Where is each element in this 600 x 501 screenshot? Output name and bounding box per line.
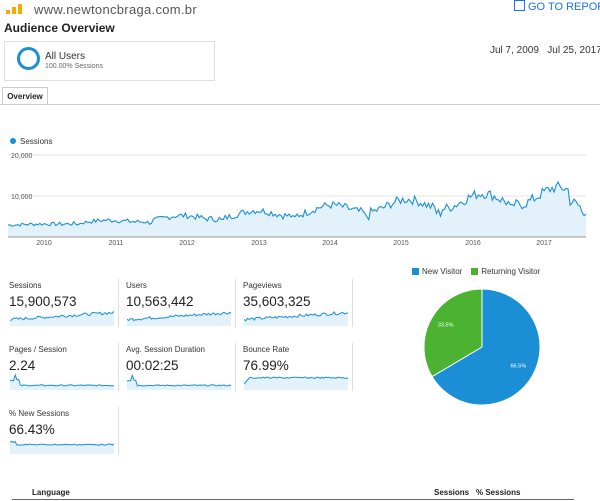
metric-divider	[352, 279, 353, 327]
legend-returning-visitor[interactable]: Returning Visitor	[471, 267, 540, 276]
sparkline-pageviews	[244, 311, 348, 326]
sparkline-new-sessions	[10, 440, 114, 454]
pie-label-returning-visitor: 33.5%	[438, 322, 454, 328]
pie-slice-returning-visitor[interactable]	[423, 288, 483, 378]
date-end: Jul 25, 2017	[547, 45, 600, 56]
sparkline-avg-session-duration	[127, 373, 231, 390]
legend-new-visitor[interactable]: New Visitor	[412, 267, 462, 276]
tab-overview[interactable]: Overview	[2, 87, 48, 105]
metric-value: 35,603,325	[243, 294, 311, 309]
metric-sessions[interactable]: Sessions 15,900,573	[9, 281, 77, 309]
sessions-legend: Sessions	[10, 137, 52, 146]
column-header-pct-sessions[interactable]: % Sessions	[476, 488, 521, 497]
metric-label: Bounce Rate	[243, 345, 290, 354]
legend-label: New Visitor	[422, 267, 463, 276]
legend-swatch-icon	[412, 268, 419, 275]
segment-donut-icon	[17, 47, 40, 70]
table-header-divider	[12, 499, 574, 500]
x-tick-label: 2010	[36, 240, 52, 247]
column-header-language[interactable]: Language	[32, 488, 70, 497]
metric-value: 10,563,442	[126, 294, 194, 309]
go-to-report-label: GO TO REPORT	[528, 1, 600, 13]
x-tick-label: 2013	[251, 240, 267, 247]
sessions-line	[7, 180, 587, 227]
go-to-report-link[interactable]: GO TO REPORT	[514, 0, 600, 13]
segment-percentage: 100.00% Sessions	[45, 63, 103, 70]
legend-label: Returning Visitor	[481, 267, 541, 276]
metric-pages-per-session[interactable]: Pages / Session 2.24	[9, 345, 67, 373]
metric-label: Sessions	[9, 281, 42, 290]
sessions-timeline-chart: 20,000 10,000 2010 2011 2012 2013 2014 2015 20…	[7, 153, 587, 247]
metric-label: Pages / Session	[9, 345, 67, 354]
sparkline-sessions	[10, 310, 114, 326]
metric-value: 66.43%	[9, 422, 55, 437]
metric-label: Users	[126, 281, 147, 290]
pie-label-new-visitor: 66.5%	[510, 364, 526, 370]
sparkline-pages-per-session	[10, 373, 114, 390]
column-header-sessions[interactable]: Sessions	[434, 488, 470, 497]
metric-label: Pageviews	[243, 281, 282, 290]
x-tick-label: 2015	[393, 240, 409, 247]
segment-selector[interactable]: All Users 100.00% Sessions	[4, 41, 215, 81]
metric-avg-session-duration[interactable]: Avg. Session Duration 00:02:25	[126, 345, 205, 373]
sessions-legend-label: Sessions	[20, 137, 53, 146]
property-name: www.newtoncbraga.com.br	[34, 2, 197, 17]
x-tick-label: 2017	[536, 240, 552, 247]
legend-swatch-icon	[471, 268, 479, 275]
metric-bounce-rate[interactable]: Bounce Rate 76.99%	[243, 345, 289, 373]
y-tick-label: 20,000	[11, 153, 33, 160]
x-tick-label: 2014	[322, 240, 338, 247]
y-tick-label: 10,000	[11, 194, 33, 201]
analytics-logo-icon	[6, 4, 22, 14]
metric-divider	[118, 407, 119, 455]
tab-divider	[0, 104, 600, 105]
metric-divider	[235, 279, 236, 327]
metric-users[interactable]: Users 10,563,442	[126, 281, 194, 309]
page-title: Audience Overview	[4, 21, 115, 35]
sparkline-users	[127, 311, 231, 326]
metric-divider	[118, 279, 119, 327]
pie-slice-new-visitor[interactable]	[431, 288, 541, 406]
segment-name: All Users	[45, 51, 86, 62]
external-link-icon	[514, 0, 525, 11]
metric-value: 2.24	[9, 358, 36, 373]
metric-pageviews[interactable]: Pageviews 35,603,325	[243, 281, 311, 309]
x-tick-label: 2016	[465, 240, 481, 247]
metric-new-sessions[interactable]: % New Sessions 66.43%	[9, 409, 69, 437]
x-tick-label: 2011	[108, 240, 123, 247]
metric-value: 00:02:25	[126, 358, 179, 373]
visitor-pie-chart: 66.5% 33.5%	[423, 288, 541, 406]
date-range-picker[interactable]: Jul 7, 2009 Jul 25, 2017	[490, 45, 600, 56]
metric-label: Avg. Session Duration	[126, 345, 206, 354]
sessions-legend-dot-icon	[10, 138, 16, 144]
metric-value: 15,900,573	[9, 294, 77, 309]
metric-value: 76.99%	[243, 358, 289, 373]
metric-divider	[352, 343, 353, 391]
date-start: Jul 7, 2009	[490, 45, 539, 56]
x-axis-ticks: 2010 2011 2012 2013 2014 2015 2016 2017	[36, 240, 552, 247]
pie-legend: New Visitor Returning Visitor	[412, 267, 540, 276]
metric-divider	[118, 343, 119, 391]
sessions-area	[8, 182, 586, 237]
sparkline-bounce-rate	[244, 376, 348, 390]
metric-divider	[235, 343, 236, 391]
x-tick-label: 2012	[179, 240, 195, 247]
metric-label: % New Sessions	[9, 409, 70, 418]
